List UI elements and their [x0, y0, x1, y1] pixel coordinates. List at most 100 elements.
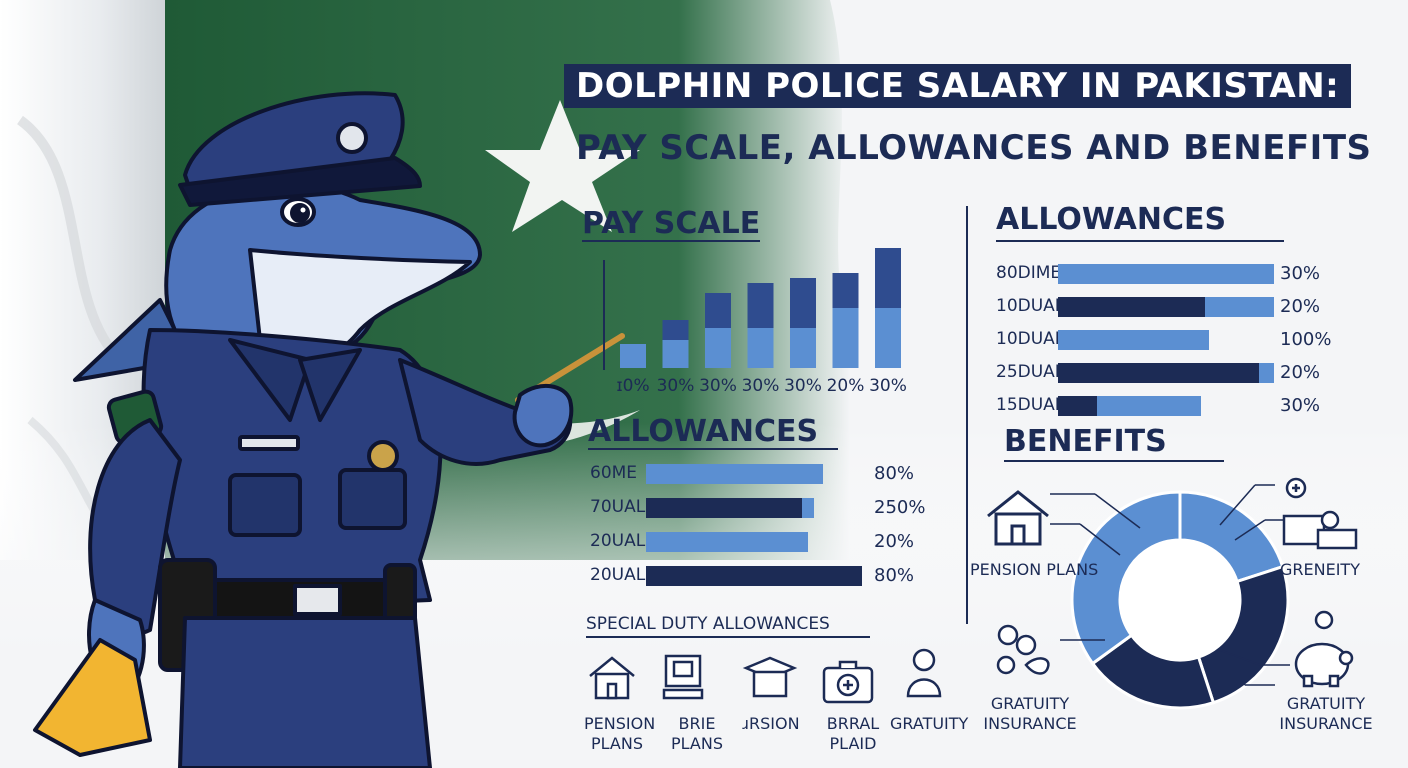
family-icon [996, 624, 1050, 675]
pay-scale-bar-lower-4 [747, 328, 774, 368]
special-duty-title: SPECIAL DUTY ALLOWANCES [586, 614, 830, 634]
upper-allowances-bar-light-5 [1096, 396, 1201, 416]
medical-kit-icon [822, 660, 874, 704]
pay-scale-bar-upper-3 [705, 293, 731, 328]
benefits-callouts [987, 477, 1358, 688]
upper-allowances-bar-dark-2 [1058, 297, 1205, 317]
house-icon [589, 656, 635, 700]
pay-scale-bar-upper-2 [662, 320, 689, 340]
pay-scale-tick-label-2: 30% [656, 376, 695, 396]
benefit-label-pension-plans: PENSION PLANS [970, 560, 1099, 579]
upper-allowances-label-5: 15DUAL [996, 395, 1065, 415]
special-duty-item-1: PENSION PLANS [584, 714, 656, 753]
lower-allowances-row-2: 70UAL 250% [590, 497, 934, 518]
upper-allowances-title: ALLOWANCES [996, 202, 1227, 237]
dolphin-officer [33, 91, 574, 768]
upper-allowances-label-1: 80DIME [996, 263, 1062, 283]
pay-scale-tick-label-6: 20% [826, 376, 865, 396]
upper-allowances-label-4: 25DUAL [996, 362, 1065, 382]
upper-allowances-value-4: 20% [1280, 362, 1321, 383]
upper-allowances-bar-light-4 [1258, 363, 1274, 383]
lower-allowances-value-3: 20% [874, 531, 915, 552]
upper-allowances-bar-dark-4 [1058, 363, 1259, 383]
special-duty-underline [586, 636, 870, 638]
pay-scale-tick-label-5: 30% [784, 376, 822, 396]
lower-allowances-label-3: 20UAL [590, 531, 646, 551]
lower-allowances-row-4: 20UAL 80% [590, 565, 934, 586]
upper-allowances-label-3: 10DUAL [996, 329, 1065, 349]
pay-scale-bar-lower-5 [790, 328, 816, 368]
computer-icon [662, 654, 704, 700]
upper-allowances-row-3: 10DUAL 100% [996, 329, 1340, 350]
pay-scale-underline [582, 240, 760, 242]
special-duty-item-4: BRRAL PLAID [826, 714, 880, 753]
pay-scale-tick-label-7: 30% [869, 376, 907, 396]
pay-scale-tick-label-4: 30% [741, 376, 780, 396]
upper-allowances-value-5: 30% [1280, 395, 1321, 416]
special-duty-item-2: BRIE PLANS [671, 714, 723, 753]
piggy-bank-icon [1294, 610, 1354, 688]
upper-allowances-value-2: 20% [1280, 296, 1321, 317]
pay-scale-tick-label-3: 30% [699, 376, 737, 396]
benefits-donut-hole [1120, 540, 1240, 660]
pay-scale-tick-label-1: ɪ0% [616, 376, 650, 396]
graduation-icon [742, 656, 798, 698]
flag-star [485, 100, 640, 232]
lower-allowances-value-2: 250% [874, 497, 926, 518]
benefit-label-gratuity-insurance-left: GRATUITY INSURANCE [983, 694, 1077, 733]
lower-allowances-title: ALLOWANCES [588, 414, 819, 449]
lower-allowances-bar-dark-4 [646, 566, 862, 586]
pay-scale-chart [603, 248, 901, 370]
house-icon [987, 490, 1049, 546]
lower-allowances-value-4: 80% [874, 565, 915, 586]
lower-allowances-underline [588, 448, 838, 450]
special-duty-item-5: GRATUITY [890, 714, 969, 733]
lower-allowances-bar-dark-2 [646, 498, 802, 518]
upper-allowances-row-2: 10DUAL 20% [996, 296, 1340, 317]
pay-scale-bar-lower-2 [662, 340, 689, 368]
special-duty-icons [589, 648, 942, 704]
upper-allowances-row-1: 80DIME 30% [996, 263, 1340, 284]
benefit-label-greneity: GRENEITY [1280, 560, 1360, 579]
upper-allowances-bar-dark-5 [1058, 396, 1097, 416]
upper-allowances-value-1: 30% [1280, 263, 1321, 284]
lower-allowances-row-3: 20UAL 20% [590, 531, 934, 552]
pay-scale-bar-upper-6 [832, 273, 859, 308]
lower-allowances-row-1: 60ME 80% [590, 463, 934, 484]
person-icon [906, 648, 942, 698]
lower-allowances-label-1: 60ME [590, 463, 638, 483]
upper-allowances-bar-light-1 [1058, 264, 1274, 284]
lower-allowances-bar-light-3 [646, 532, 808, 552]
benefit-label-gratuity-insurance-right: GRATUITY INSURANCE [1279, 694, 1373, 733]
lower-allowances-bar-light-1 [646, 464, 824, 484]
lower-allowances-label-4: 20UAL [590, 565, 646, 585]
upper-allowances-row-5: 15DUAL 30% [996, 395, 1340, 416]
medical-icon [1282, 477, 1358, 550]
lower-allowances-label-2: 70UAL [590, 497, 646, 517]
lower-allowances-value-1: 80% [874, 463, 915, 484]
upper-allowances-row-4: 25DUAL 20% [996, 362, 1340, 383]
title-line-1: DOLPHIN POLICE SALARY IN PAKISTAN: [564, 64, 1352, 108]
section-divider [966, 206, 968, 624]
lower-allowances-bar-light-2 [801, 498, 815, 518]
upper-allowances-bar-light-2 [1204, 297, 1274, 317]
pay-scale-bar-lower-6 [832, 308, 859, 368]
pay-scale-bar-lower-7 [875, 308, 901, 368]
upper-allowances-bar-light-3 [1058, 330, 1210, 350]
pay-scale-bar-upper-7 [875, 248, 901, 308]
upper-allowances-value-3: 100% [1280, 329, 1332, 350]
pay-scale-bar-lower-1 [620, 344, 646, 368]
title-line-2: PAY SCALE, ALLOWANCES AND BENEFITS [576, 128, 1372, 168]
benefits-underline [1004, 460, 1224, 462]
special-duty-item-3: ɹRSION [742, 714, 800, 733]
pay-scale-bar-lower-3 [705, 328, 731, 368]
upper-allowances-label-2: 10DUAL [996, 296, 1065, 316]
upper-allowances-underline [996, 240, 1284, 242]
benefits-donut-chart [1070, 490, 1290, 710]
pay-scale-bar-upper-4 [747, 283, 774, 328]
pay-scale-bar-upper-5 [790, 278, 816, 328]
benefits-title: BENEFITS [1004, 424, 1167, 459]
pay-scale-title: PAY SCALE [582, 206, 761, 241]
